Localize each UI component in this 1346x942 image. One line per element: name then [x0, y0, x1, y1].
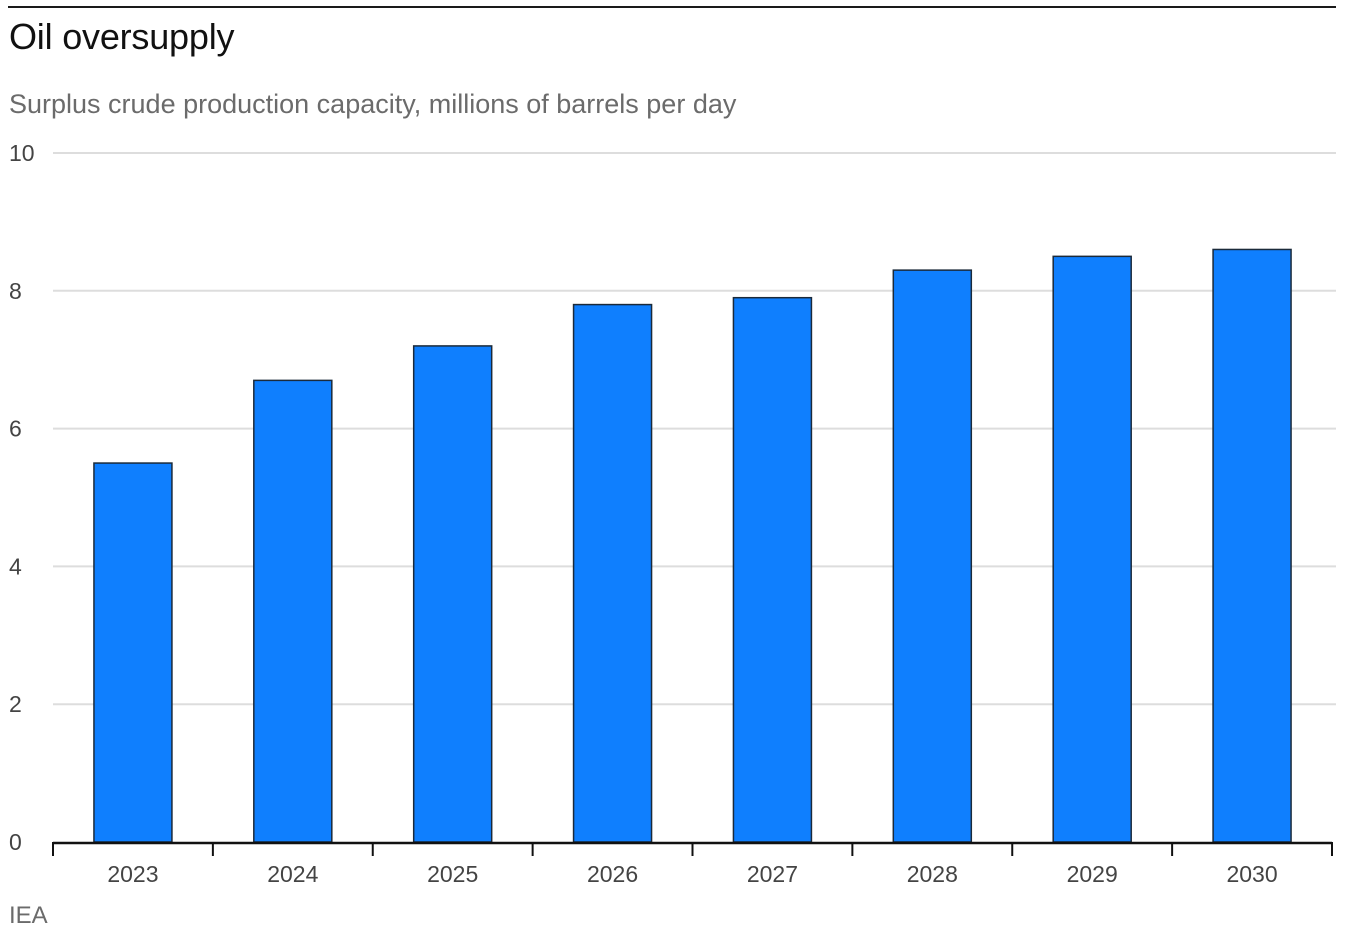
bar-2027 — [732, 296, 813, 843]
chart-title: Oil oversupply — [9, 16, 235, 57]
x-axis-tick-labels: 2023 2024 2025 2026 2027 2028 2029 2030 — [107, 861, 1277, 887]
y-tick-label: 0 — [9, 829, 22, 855]
x-tick-label: 2030 — [1226, 861, 1277, 887]
x-tick-label: 2029 — [1067, 861, 1118, 887]
x-tick-label: 2028 — [907, 861, 958, 887]
x-tick-label: 2027 — [747, 861, 798, 887]
bar-2025 — [412, 345, 493, 843]
y-tick-label: 10 — [9, 140, 35, 166]
bars — [93, 248, 1292, 843]
bar-2030 — [1212, 248, 1292, 843]
x-tick-label: 2026 — [587, 861, 638, 887]
bar-2029 — [1052, 255, 1132, 843]
y-axis-tick-labels: 0 2 4 6 8 10 — [9, 140, 35, 855]
x-tick-label: 2023 — [107, 861, 158, 887]
y-tick-label: 2 — [9, 691, 22, 717]
source-note: IEA — [9, 902, 48, 929]
y-tick-label: 8 — [9, 278, 22, 304]
x-tick-label: 2024 — [267, 861, 318, 887]
bar-2024 — [253, 379, 333, 843]
x-tick-label: 2025 — [427, 861, 478, 887]
bar-2026 — [572, 303, 653, 843]
y-tick-label: 4 — [9, 553, 22, 579]
y-tick-label: 6 — [9, 416, 22, 442]
chart-subtitle: Surplus crude production capacity, milli… — [9, 89, 737, 119]
x-axis — [52, 841, 1333, 856]
top-rule — [8, 6, 1336, 8]
bar-2028 — [892, 269, 973, 843]
gridlines — [53, 152, 1336, 706]
bar-2023 — [93, 462, 173, 843]
